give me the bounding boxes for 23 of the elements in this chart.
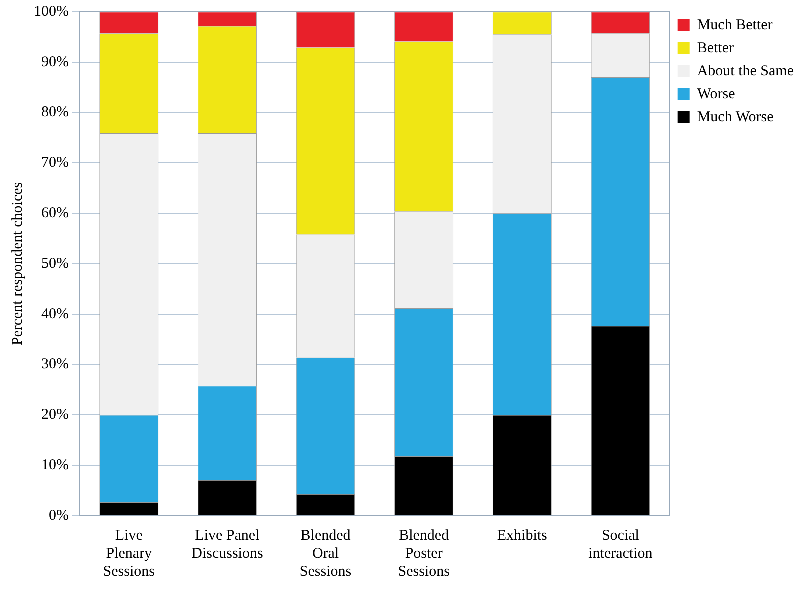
y-tick-label: 60% <box>41 206 69 222</box>
y-tick-label: 0% <box>48 508 69 524</box>
legend-label: About the Same <box>697 63 794 80</box>
legend-label: Much Worse <box>697 109 774 126</box>
y-tick-label: 30% <box>41 356 69 373</box>
y-tick-label: 40% <box>41 306 69 322</box>
y-tick-label: 10% <box>41 458 69 474</box>
y-tick-label: 70% <box>41 155 69 172</box>
y-tick-label: 100% <box>34 4 69 20</box>
x-tick-label: Blended Oral Sessions <box>300 528 352 580</box>
legend-label: Worse <box>697 86 736 102</box>
x-tick-label: Social interaction <box>588 528 654 562</box>
y-axis-title: Percent respondent choices <box>10 182 26 346</box>
x-tick-label: Live Plenary Sessions <box>103 528 156 580</box>
y-tick-label: 50% <box>41 256 69 272</box>
y-tick-label: 20% <box>41 407 69 424</box>
x-tick-label: Live Panel Discussions <box>192 528 264 562</box>
y-tick-label: 80% <box>41 104 69 121</box>
legend-label: Much Better <box>697 17 773 34</box>
x-tick-label: Exhibits <box>497 528 548 544</box>
y-tick-label: 90% <box>41 54 69 70</box>
legend-label: Better <box>697 40 734 56</box>
x-tick-label: Blended Poster Sessions <box>398 528 450 580</box>
